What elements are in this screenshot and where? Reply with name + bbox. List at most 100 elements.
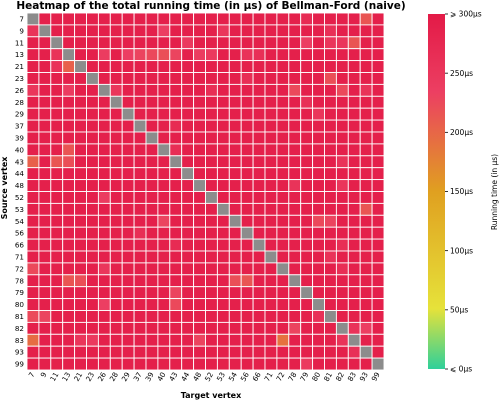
- heatmap-cell-diagonal: [335, 321, 349, 335]
- heatmap-cell: [264, 167, 278, 181]
- colorbar-tick-label: 250μs: [450, 69, 473, 78]
- heatmap-cell: [335, 83, 349, 97]
- heatmap-cell: [216, 310, 230, 323]
- heatmap-cell: [38, 214, 52, 228]
- heatmap-cell: [228, 107, 242, 121]
- heatmap-cell: [86, 333, 99, 347]
- heatmap-cell: [335, 36, 349, 50]
- heatmap-cell: [121, 238, 135, 252]
- heatmap-cell: [145, 274, 159, 288]
- heatmap-cell: [240, 143, 254, 157]
- heatmap-cell: [335, 310, 349, 323]
- heatmap-cell: [145, 167, 159, 181]
- heatmap-cell: [74, 83, 87, 97]
- heatmap-cell: [240, 357, 254, 371]
- heatmap-cell: [86, 274, 99, 288]
- heatmap-cell: [74, 36, 87, 50]
- heatmap-cell: [288, 250, 302, 264]
- heatmap-cell: [62, 274, 76, 288]
- heatmap-cell: [181, 214, 195, 228]
- heatmap-cell: [312, 250, 325, 264]
- heatmap-cell: [97, 95, 111, 109]
- heatmap-cell: [216, 262, 230, 276]
- heatmap-cell: [145, 60, 159, 73]
- heatmap-cell: [38, 321, 52, 335]
- heatmap-cell: [288, 48, 302, 62]
- y-tick-label: 52: [15, 193, 24, 202]
- heatmap-cell: [300, 12, 314, 26]
- heatmap-cell: [335, 214, 349, 228]
- heatmap-cell: [133, 357, 147, 371]
- heatmap-cell: [109, 107, 123, 121]
- heatmap-cell: [121, 143, 135, 157]
- heatmap-cell: [252, 60, 266, 73]
- heatmap-cell: [121, 250, 135, 264]
- heatmap-cell: [121, 274, 135, 288]
- heatmap-cell: [359, 72, 373, 85]
- heatmap-cell-diagonal: [205, 191, 218, 204]
- heatmap-cell: [109, 36, 123, 50]
- heatmap-cell: [252, 179, 266, 192]
- heatmap-cell: [288, 60, 302, 73]
- heatmap-cell: [276, 179, 290, 192]
- heatmap-cell: [371, 179, 385, 192]
- heatmap-cell: [97, 119, 111, 133]
- heatmap-cell: [371, 214, 385, 228]
- heatmap-cell: [133, 321, 147, 335]
- heatmap-cell: [347, 60, 361, 73]
- heatmap-cell: [169, 24, 183, 38]
- heatmap-cell: [228, 345, 242, 359]
- heatmap-cell-diagonal: [50, 36, 64, 50]
- heatmap-cell: [50, 155, 64, 169]
- heatmap-cell: [324, 202, 337, 216]
- heatmap-cell: [38, 36, 52, 50]
- x-tick-label: 23: [84, 371, 96, 383]
- heatmap-cell: [276, 202, 290, 216]
- heatmap-cell: [38, 12, 52, 26]
- y-tick-label: 21: [15, 62, 24, 71]
- heatmap-cell: [205, 321, 218, 335]
- heatmap-cell: [157, 321, 171, 335]
- heatmap-cell: [205, 60, 218, 73]
- heatmap-cell: [86, 48, 99, 62]
- heatmap-cell: [169, 95, 183, 109]
- heatmap-cell: [121, 36, 135, 50]
- heatmap-cell: [38, 107, 52, 121]
- heatmap-cell: [109, 333, 123, 347]
- heatmap-cell: [264, 262, 278, 276]
- heatmap-cell: [252, 48, 266, 62]
- heatmap-cell: [371, 298, 385, 311]
- heatmap-cell: [300, 250, 314, 264]
- heatmap-cell: [216, 191, 230, 204]
- heatmap-cell: [252, 119, 266, 133]
- heatmap-cell: [169, 12, 183, 26]
- heatmap-cell: [347, 131, 361, 145]
- x-tick-label: 53: [215, 371, 227, 383]
- heatmap-cell: [50, 226, 64, 240]
- heatmap-cell: [205, 274, 218, 288]
- heatmap-cell: [276, 83, 290, 97]
- heatmap-cell: [181, 143, 195, 157]
- heatmap-cell: [205, 226, 218, 240]
- heatmap-cell: [74, 274, 87, 288]
- heatmap-cell: [264, 131, 278, 145]
- heatmap-cell: [312, 179, 325, 192]
- heatmap-cell: [109, 179, 123, 192]
- heatmap-cell: [86, 24, 99, 38]
- heatmap-cell: [169, 250, 183, 264]
- heatmap-cell: [264, 298, 278, 311]
- heatmap-cell: [324, 155, 337, 169]
- heatmap-cell: [205, 202, 218, 216]
- heatmap-cell: [74, 107, 87, 121]
- heatmap-cell: [145, 119, 159, 133]
- heatmap-cell: [50, 238, 64, 252]
- heatmap-cell: [240, 202, 254, 216]
- heatmap-cell: [312, 262, 325, 276]
- heatmap-cell: [252, 286, 266, 300]
- heatmap-cell: [38, 191, 52, 204]
- heatmap-cell: [300, 155, 314, 169]
- heatmap-cell: [86, 202, 99, 216]
- heatmap-cell: [371, 226, 385, 240]
- heatmap-cell: [312, 119, 325, 133]
- heatmap-cell: [205, 143, 218, 157]
